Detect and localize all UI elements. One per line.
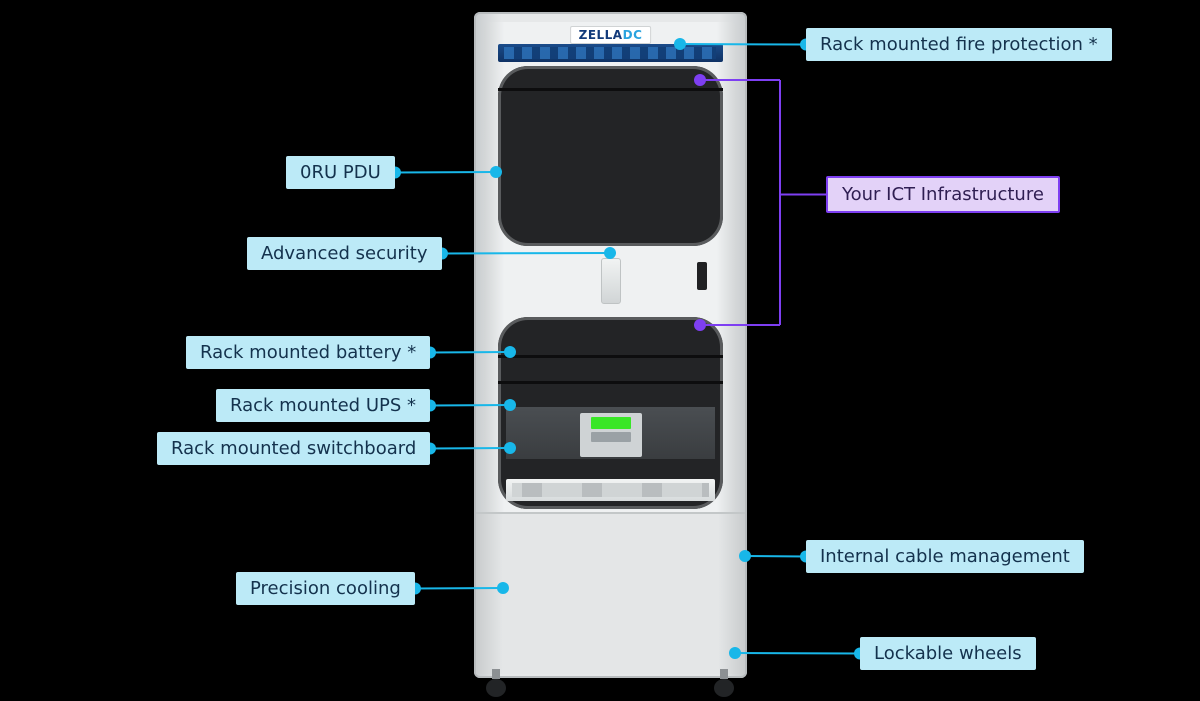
door-lock (601, 258, 621, 304)
door-handle (697, 262, 707, 290)
rack-base (476, 512, 745, 674)
brand-sub: DC (623, 28, 643, 42)
label-wheels: Lockable wheels (860, 637, 1036, 670)
shelf (498, 88, 723, 91)
brand-main: ZELLA (579, 28, 623, 42)
rack-door: ZELLADC (484, 22, 737, 512)
upper-window (498, 66, 723, 246)
label-fire: Rack mounted fire protection * (806, 28, 1112, 61)
lower-window (498, 317, 723, 509)
switchboard-strip (506, 479, 715, 501)
label-ups: Rack mounted UPS * (216, 389, 430, 422)
label-cooling: Precision cooling (236, 572, 415, 605)
label-ict: Your ICT Infrastructure (826, 176, 1060, 213)
label-switchboard: Rack mounted switchboard (157, 432, 430, 465)
ups-module (580, 413, 642, 457)
top-patch-panel (498, 44, 723, 62)
ups-buttons (591, 432, 631, 442)
diagram-stage: ZELLADC 0RU PDUAdvanced secur (0, 0, 1200, 701)
wheel-left (486, 669, 506, 697)
shelf (498, 381, 723, 384)
brand-logo: ZELLADC (570, 26, 652, 44)
label-battery: Rack mounted battery * (186, 336, 430, 369)
ups-screen (591, 417, 631, 429)
shelf (498, 355, 723, 358)
wheel-right (714, 669, 734, 697)
label-cable: Internal cable management (806, 540, 1084, 573)
label-pdu: 0RU PDU (286, 156, 395, 189)
label-security: Advanced security (247, 237, 442, 270)
